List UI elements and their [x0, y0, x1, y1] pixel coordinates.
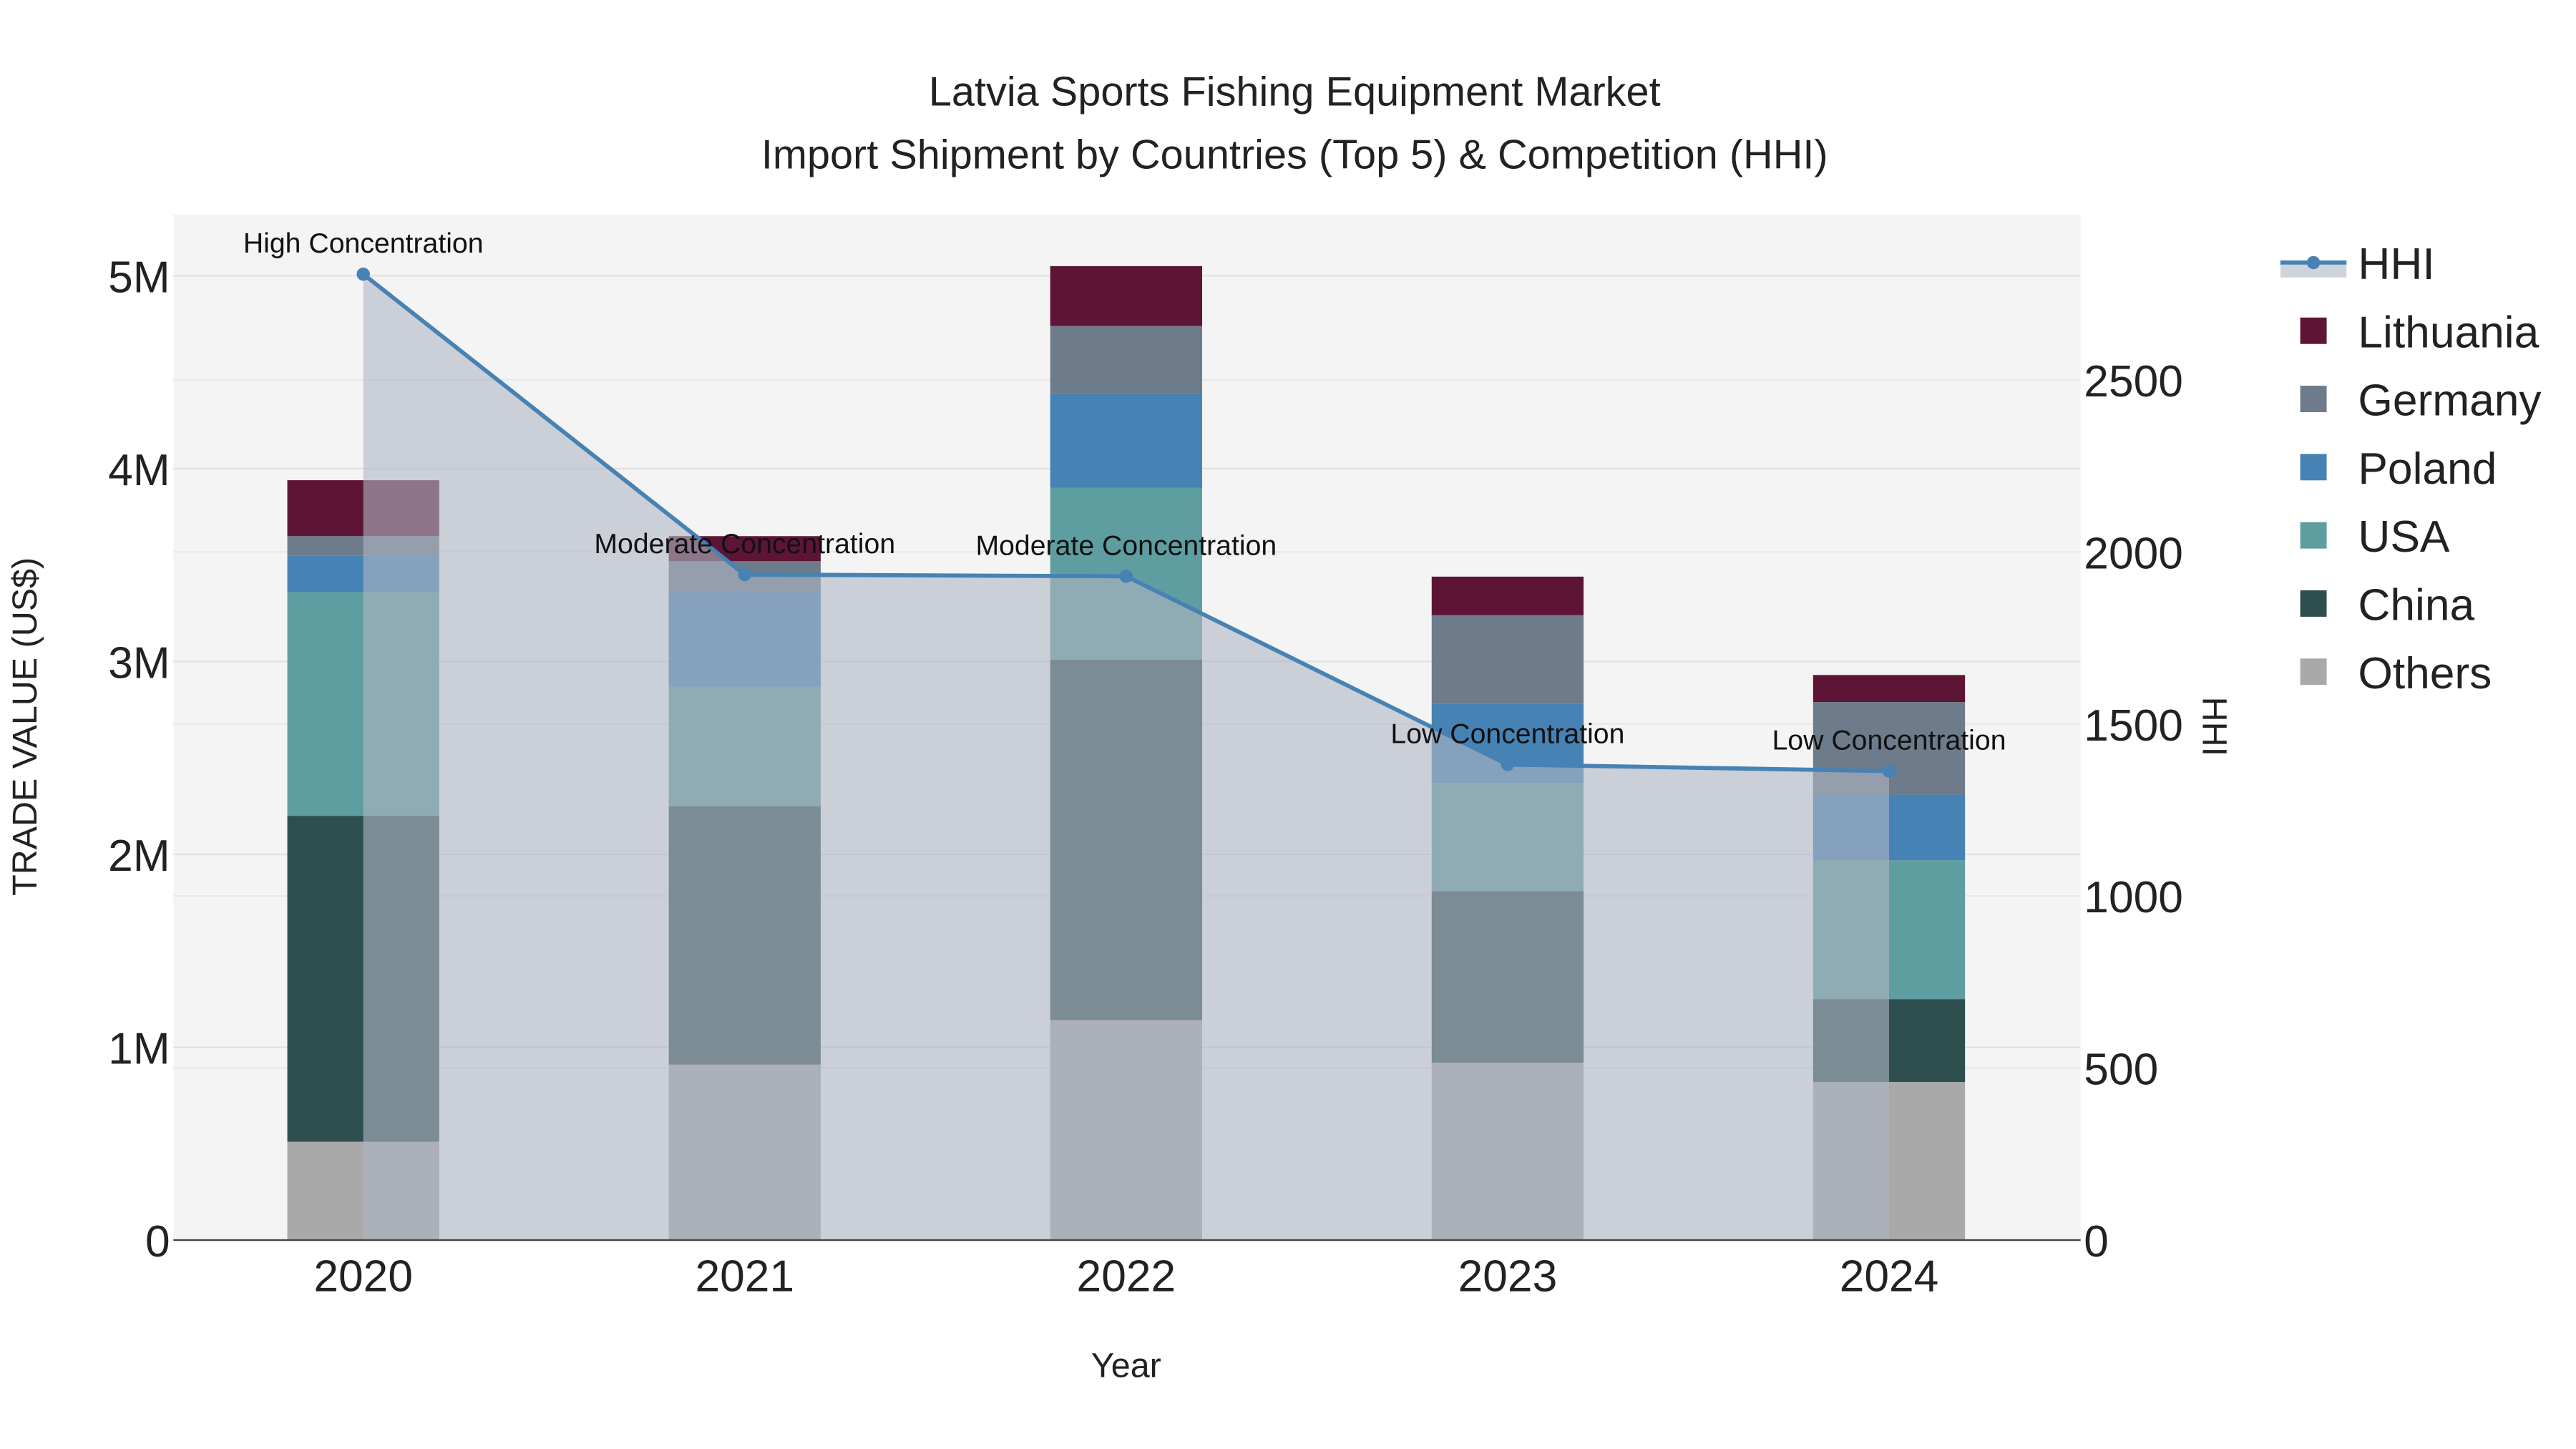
y2-tick-label: 1500 — [2084, 701, 2183, 751]
legend-marker-hhi — [2306, 255, 2321, 270]
legend-swatch-poland — [2300, 454, 2327, 481]
legend-label-hhi: HHI — [2358, 240, 2434, 289]
y-tick-label: 3M — [108, 639, 170, 688]
legend-swatch-others — [2300, 658, 2327, 686]
bar-germany-2022 — [1050, 326, 1202, 394]
legend-label-poland: Poland — [2358, 444, 2497, 494]
hhi-point-2022 — [1119, 570, 1133, 583]
hhi-point-2020 — [356, 267, 370, 281]
y2-tick-label: 500 — [2084, 1045, 2158, 1095]
y-axis-ticks: 0 1M 2M 3M 4M 5M — [108, 253, 170, 1267]
hhi-point-2023 — [1501, 758, 1515, 771]
legend-swatch-china — [2300, 590, 2327, 617]
bar-poland-2022 — [1050, 393, 1202, 488]
legend-label-germany: Germany — [2358, 376, 2542, 426]
y-axis-label: TRADE VALUE (US$) — [6, 557, 44, 896]
y2-tick-label: 0 — [2084, 1217, 2109, 1267]
legend-swatch-hhi — [2280, 260, 2347, 278]
hhi-annotation: Low Concentration — [1772, 725, 2006, 756]
y2-tick-label: 2500 — [2084, 357, 2183, 406]
y2-axis-ticks: 0 500 1000 1500 2000 2500 — [2084, 357, 2183, 1267]
x-tick-label: 2021 — [695, 1252, 794, 1302]
chart-title: Latvia Sports Fishing Equipment Market — [929, 69, 1661, 115]
bar-germany-2023 — [1431, 615, 1584, 704]
x-axis-ticks: 2020 2021 2022 2023 2024 — [313, 1252, 1938, 1302]
x-axis-label: Year — [1091, 1347, 1161, 1385]
y-tick-label: 5M — [108, 253, 170, 302]
hhi-annotation: Moderate Concentration — [975, 530, 1277, 561]
annotations: High Concentration Moderate Concentration… — [243, 228, 2006, 756]
bar-lithuania-2022 — [1050, 265, 1202, 326]
hhi-area — [363, 274, 1889, 1241]
legend-label-usa: USA — [2358, 512, 2450, 562]
legend-swatch-lithuania — [2300, 317, 2327, 344]
hhi-annotation: Moderate Concentration — [594, 528, 895, 560]
bar-lithuania-2023 — [1431, 576, 1584, 615]
y-tick-label: 2M — [108, 831, 170, 881]
legend: HHI Lithuania Germany Poland USA China Others — [2280, 240, 2542, 698]
legend-label-others: Others — [2358, 649, 2492, 698]
y2-tick-label: 1000 — [2084, 873, 2183, 922]
y-tick-label: 4M — [108, 446, 170, 495]
hhi-line — [356, 267, 1896, 778]
hhi-annotation: High Concentration — [243, 228, 484, 259]
y2-axis-label: HHI — [2195, 697, 2233, 756]
legend-swatch-germany — [2300, 386, 2327, 412]
y2-tick-label: 2000 — [2084, 529, 2183, 578]
x-tick-label: 2022 — [1077, 1252, 1176, 1302]
legend-label-lithuania: Lithuania — [2358, 308, 2539, 357]
legend-label-china: China — [2358, 581, 2474, 630]
y-tick-label: 1M — [108, 1025, 170, 1074]
legend-swatch-usa — [2300, 522, 2327, 549]
bar-lithuania-2024 — [1813, 675, 1966, 703]
hhi-point-2024 — [1882, 764, 1896, 778]
x-tick-label: 2023 — [1458, 1252, 1558, 1302]
chart-subtitle: Import Shipment by Countries (Top 5) & C… — [761, 132, 1828, 177]
hhi-annotation: Low Concentration — [1390, 718, 1624, 749]
hhi-point-2021 — [738, 567, 751, 582]
hhi-area-fill — [363, 274, 1889, 1241]
x-tick-label: 2024 — [1840, 1252, 1939, 1302]
x-tick-label: 2020 — [313, 1252, 413, 1302]
y-tick-label: 0 — [145, 1217, 170, 1267]
